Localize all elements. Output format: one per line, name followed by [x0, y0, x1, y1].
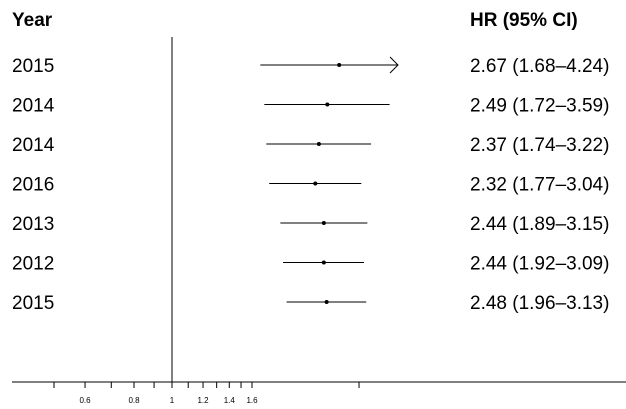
row-year-label: 2016	[12, 175, 54, 196]
point-estimate	[321, 221, 326, 225]
point-estimate	[313, 181, 318, 186]
hr-ci-text: 2.37 (1.74–3.22)	[470, 135, 609, 156]
row-year-label: 2012	[12, 254, 54, 275]
point-estimate	[325, 102, 330, 107]
hr-ci-text: 2.67 (1.68–4.24)	[470, 56, 609, 77]
study-row: 2016 2.32 (1.77–3.04)	[12, 175, 609, 196]
point-estimate	[337, 63, 342, 67]
year-column-header: Year	[12, 10, 53, 31]
hr-ci-text: 2.44 (1.89–3.15)	[470, 214, 609, 235]
point-estimate	[321, 260, 326, 265]
hr-ci-text: 2.49 (1.72–3.59)	[470, 96, 609, 117]
hr-ci-text: 2.48 (1.96–3.13)	[470, 293, 609, 314]
forest-rows: 2015 2.67 (1.68–4.24) 2014 2.49 (1.72–3.59)…	[12, 56, 609, 314]
hr-ci-text: 2.32 (1.77–3.04)	[470, 175, 609, 196]
truncation-arrow	[389, 56, 399, 74]
row-year-label: 2013	[12, 214, 54, 235]
row-year-label: 2015	[12, 56, 54, 77]
study-row: 2014 2.37 (1.74–3.22)	[12, 135, 609, 156]
row-year-label: 2014	[12, 96, 55, 117]
study-row: 2015 2.67 (1.68–4.24)	[12, 56, 609, 77]
study-row: 2012 2.44 (1.92–3.09)	[12, 254, 609, 275]
x-tick-label: 0.8	[128, 396, 140, 405]
x-tick-label: 0.6	[79, 396, 91, 405]
point-estimate	[324, 300, 329, 304]
hr-column-header: HR (95% CI)	[470, 10, 578, 31]
hr-ci-text: 2.44 (1.92–3.09)	[470, 254, 609, 275]
x-axis-ticks: 0.6 0.8 1 1.2 1.4 1.6	[53, 382, 360, 405]
x-tick-label: 1.2	[197, 396, 209, 405]
study-row: 2015 2.48 (1.96–3.13)	[12, 293, 609, 314]
study-row: 2013 2.44 (1.89–3.15)	[12, 214, 609, 235]
x-tick-label: 1.4	[224, 396, 236, 405]
point-estimate	[316, 142, 321, 146]
study-row: 2014 2.49 (1.72–3.59)	[12, 96, 609, 117]
row-year-label: 2014	[12, 135, 55, 156]
row-year-label: 2015	[12, 293, 54, 314]
x-tick-label: 1	[170, 396, 175, 405]
x-tick-label: 1.6	[246, 396, 258, 405]
